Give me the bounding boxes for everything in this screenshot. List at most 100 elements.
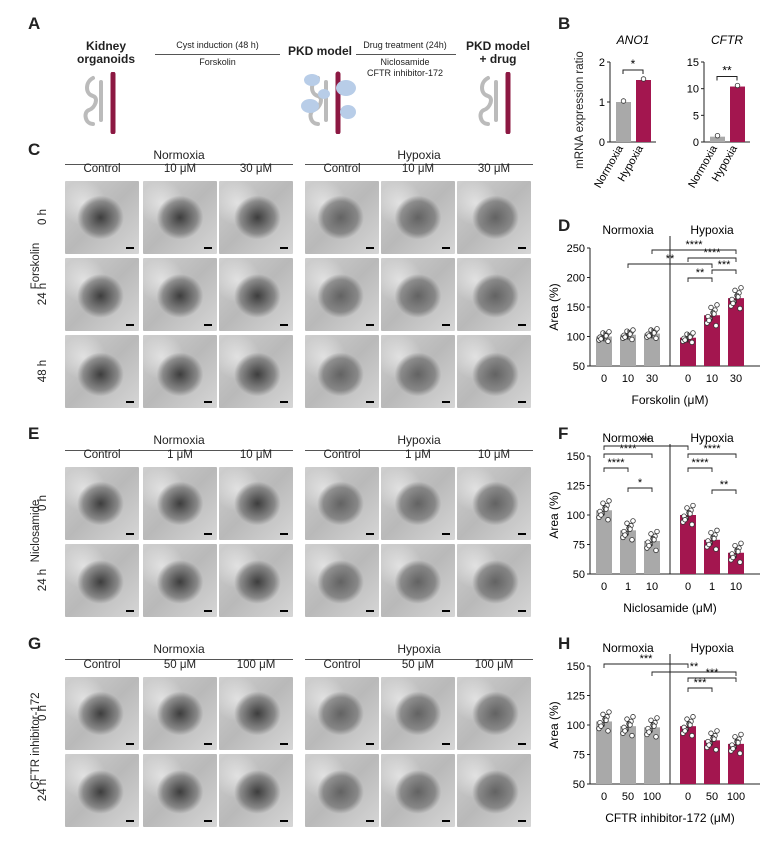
organoid-micrograph bbox=[219, 258, 293, 331]
x-axis-label: Niclosamide (μM) bbox=[623, 601, 717, 615]
data-point bbox=[598, 723, 604, 729]
stage-kidney-organoids: Kidney organoids bbox=[76, 39, 135, 66]
data-point bbox=[706, 742, 712, 748]
data-point bbox=[690, 330, 696, 336]
step-cyst-induction: Cyst induction (48 h) bbox=[176, 40, 259, 50]
y-axis-label: Area (%) bbox=[548, 283, 561, 330]
step-forskolin: Forskolin bbox=[199, 57, 236, 67]
data-point bbox=[606, 709, 612, 715]
organoid-micrograph bbox=[305, 467, 379, 540]
organoid-micrograph bbox=[143, 258, 217, 331]
data-point bbox=[646, 333, 652, 339]
group-label-hypoxia: Hypoxia bbox=[690, 641, 734, 655]
data-point bbox=[714, 728, 720, 734]
scale-bar bbox=[518, 610, 526, 612]
c-normoxia: Normoxia bbox=[153, 148, 205, 162]
significance-bracket bbox=[603, 663, 689, 668]
data-point bbox=[653, 335, 659, 341]
e-normoxia: Normoxia bbox=[153, 433, 205, 447]
data-point bbox=[630, 714, 636, 720]
kidney-organoid-icon bbox=[83, 72, 116, 134]
significance-label: * bbox=[638, 477, 643, 489]
data-point bbox=[684, 505, 690, 511]
data-point bbox=[629, 336, 635, 343]
x-tick-label: 30 bbox=[730, 373, 742, 385]
significance-bracket bbox=[687, 453, 737, 458]
row-label: 48 h bbox=[37, 359, 49, 382]
y-tick-label: 1 bbox=[599, 97, 605, 109]
significance-label: *** bbox=[640, 653, 654, 665]
column-label: Control bbox=[83, 659, 121, 671]
x-tick-label: 0 bbox=[601, 581, 607, 593]
y-tick-label: 150 bbox=[567, 451, 585, 463]
significance-label: *** bbox=[718, 259, 732, 271]
x-tick-label: 10 bbox=[730, 581, 742, 593]
bar bbox=[596, 510, 612, 574]
data-point bbox=[648, 717, 654, 723]
data-point bbox=[690, 714, 696, 720]
g-hypoxia: Hypoxia bbox=[397, 642, 441, 656]
data-point bbox=[622, 334, 628, 340]
scale-bar bbox=[442, 610, 450, 612]
data-point bbox=[737, 750, 743, 757]
scale-bar bbox=[518, 324, 526, 326]
y-axis-label: Area (%) bbox=[548, 491, 561, 538]
scale-bar bbox=[518, 247, 526, 249]
y-tick-label: 125 bbox=[567, 691, 585, 703]
significance-bracket bbox=[711, 269, 737, 274]
organoid-micrograph bbox=[381, 544, 455, 617]
significance-label: **** bbox=[703, 443, 721, 455]
data-point bbox=[624, 716, 630, 722]
bar bbox=[644, 727, 660, 784]
organoid-micrograph bbox=[143, 467, 217, 540]
data-point bbox=[630, 327, 636, 333]
y-tick-label: 10 bbox=[687, 84, 699, 96]
organoid-micrograph bbox=[381, 754, 455, 827]
y-tick-label: 75 bbox=[573, 750, 585, 762]
significance-label: ** bbox=[666, 253, 675, 265]
organoid-micrograph bbox=[219, 677, 293, 750]
x-tick-label: 10 bbox=[622, 373, 634, 385]
x-tick-label: 30 bbox=[646, 373, 658, 385]
scale-bar bbox=[518, 743, 526, 745]
significance-label: **** bbox=[703, 247, 721, 259]
scale-bar bbox=[126, 324, 134, 326]
data-point bbox=[689, 521, 695, 528]
e-hypoxia: Hypoxia bbox=[397, 433, 441, 447]
significance-label: ** bbox=[722, 64, 732, 78]
bar bbox=[620, 334, 636, 366]
scale-bar bbox=[366, 401, 374, 403]
y-tick-label: 100 bbox=[567, 332, 585, 344]
y-tick-label: 15 bbox=[687, 57, 699, 69]
scale-bar bbox=[280, 610, 288, 612]
scale-bar bbox=[442, 533, 450, 535]
organoid-micrograph bbox=[457, 335, 531, 408]
organoid-micrograph bbox=[381, 181, 455, 254]
significance-bracket bbox=[687, 277, 713, 282]
data-point bbox=[654, 326, 660, 332]
y-tick-label: 0 bbox=[693, 137, 699, 149]
significance-bracket bbox=[651, 249, 737, 254]
x-tick-label: 50 bbox=[706, 791, 718, 803]
stage-pkd-model: PKD model bbox=[287, 44, 352, 58]
organoid-micrograph bbox=[381, 467, 455, 540]
data-point bbox=[738, 285, 744, 291]
x-tick-label: 0 bbox=[685, 581, 691, 593]
data-point bbox=[714, 302, 720, 308]
data-point bbox=[640, 76, 647, 82]
data-point bbox=[732, 542, 738, 549]
organoid-micrograph bbox=[457, 544, 531, 617]
x-tick-label: 100 bbox=[643, 791, 661, 803]
organoid-micrograph bbox=[65, 677, 139, 750]
y-tick-label: 150 bbox=[567, 661, 585, 673]
scale-bar bbox=[442, 324, 450, 326]
data-point bbox=[689, 732, 695, 739]
column-label: 10 μM bbox=[401, 163, 435, 175]
scale-bar bbox=[442, 247, 450, 249]
x-tick-label: 10 bbox=[706, 373, 718, 385]
organoid-micrograph bbox=[65, 335, 139, 408]
data-point bbox=[682, 728, 688, 734]
bar bbox=[680, 726, 696, 784]
data-point bbox=[653, 547, 659, 554]
